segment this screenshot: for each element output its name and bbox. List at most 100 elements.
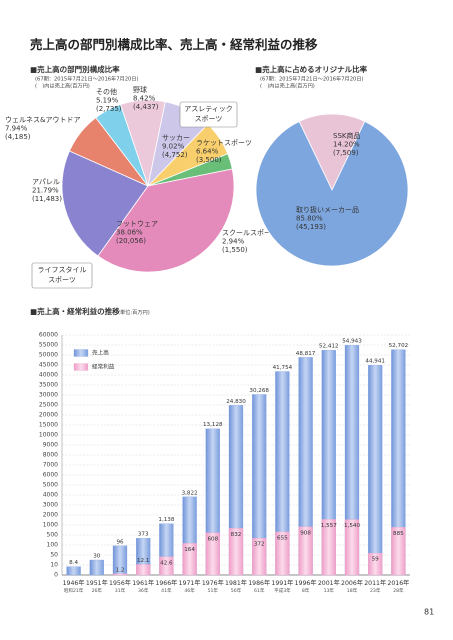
x-tick-label: 2016年: [387, 579, 409, 587]
pie-slice: [255, 120, 409, 267]
y-tick-label: 6000: [43, 472, 58, 479]
profit-bar: [391, 527, 406, 576]
y-tick-label: 1000: [43, 522, 58, 529]
value-label: 44,941: [365, 359, 385, 365]
value-label: 885: [393, 531, 404, 537]
value-label: 164: [184, 547, 195, 553]
value-label: 1.2: [116, 567, 125, 573]
profit-bar: [112, 573, 128, 576]
value-label: 41,754: [273, 365, 293, 371]
value-label: 3,822: [182, 490, 198, 496]
slice-percent: 8.42%: [133, 95, 156, 103]
slice-percent: 5.19%: [96, 97, 119, 105]
y-tick-label: 7000: [43, 462, 58, 469]
pie-slice: [95, 104, 149, 187]
y-tick-label: 55000: [39, 342, 58, 349]
y-tick-label: 0: [54, 572, 58, 579]
slice-label: アパレル: [32, 178, 60, 186]
slice-sales: (4,752): [162, 151, 188, 159]
value-label: 52,412: [319, 344, 339, 350]
profit-bar: [182, 543, 197, 576]
x-tick-label: 1966年: [155, 579, 177, 587]
chart-title: ■売上高の部門別構成比率: [30, 64, 120, 74]
slice-label: サッカー: [162, 134, 190, 142]
value-label: 608: [207, 536, 218, 542]
chart-note: ( )内は売上高(百万円): [35, 82, 90, 90]
legend-swatch: [73, 363, 89, 371]
y-tick-label: 50000: [39, 352, 58, 359]
profit-bar: [368, 553, 383, 576]
profit-bar: [252, 538, 267, 576]
value-label: 1,138: [158, 517, 174, 523]
legend-label: 売上高: [92, 349, 109, 357]
pie-slice: [61, 150, 149, 257]
value-label: 42.6: [160, 560, 173, 566]
value-label: 59: [372, 557, 380, 563]
value-label: 655: [277, 535, 288, 541]
x-era-label: 23年: [370, 587, 381, 594]
chart-title: ■売上高に占めるオリジナル比率: [255, 64, 368, 74]
value-label: 54,943: [342, 339, 362, 345]
value-label: 52,702: [389, 343, 409, 349]
slice-label: 野球: [133, 85, 147, 94]
x-tick-label: 1976年: [202, 579, 224, 587]
value-label: 832: [231, 532, 242, 538]
profit-bar: [321, 519, 336, 576]
slice-label: SSK商品: [333, 131, 360, 140]
group-label: スポーツ: [195, 115, 223, 123]
x-era-label: 8年: [302, 587, 310, 594]
slice-percent: 14.20%: [333, 141, 360, 149]
profit-bar: [228, 528, 244, 576]
slice-label: ラケットスポーツ: [196, 139, 252, 147]
x-era-label: 51年: [208, 587, 219, 594]
legend-swatch: [73, 349, 89, 357]
group-label: ライフスタイル: [38, 265, 87, 274]
y-tick-label: 2000: [43, 512, 58, 519]
slice-sales: (1,550): [222, 246, 248, 254]
value-label: 373: [138, 532, 149, 538]
pie-slice: [97, 168, 235, 273]
y-tick-label: 45000: [39, 362, 58, 369]
page-number: 81: [424, 608, 434, 617]
slice-label: ウェルネス&アウトドア: [5, 116, 80, 124]
chart-unit: (単位:百万円): [118, 308, 150, 316]
x-tick-label: 1981年: [225, 579, 247, 587]
x-era-label: 46年: [184, 587, 195, 594]
x-era-label: 56年: [231, 587, 242, 594]
x-tick-label: 1956年: [109, 579, 131, 587]
slice-sales: (11,483): [32, 195, 62, 203]
value-label: 8.4: [69, 560, 78, 566]
x-era-label: 28年: [393, 587, 404, 594]
x-era-label: 36年: [138, 587, 149, 594]
y-tick-label: 30000: [39, 392, 58, 399]
slice-label: 取り扱いメーカー品: [296, 205, 359, 214]
y-tick-label: 35000: [39, 382, 58, 389]
slice-percent: 85.80%: [296, 215, 323, 223]
slice-percent: 2.94%: [222, 238, 245, 246]
chart-note: ( )内は売上高(百万円): [260, 82, 315, 90]
x-tick-label: 1991年: [271, 579, 293, 587]
y-tick-label: 60000: [39, 332, 58, 339]
profit-bar: [159, 556, 174, 576]
chart-title: ■売上高・経常利益の推移: [30, 306, 120, 316]
x-era-label: 31年: [115, 587, 126, 594]
x-era-label: 26年: [92, 587, 103, 594]
x-era-label: 13年: [324, 587, 335, 594]
slice-percent: 9.02%: [162, 143, 185, 151]
profit-bar: [344, 519, 360, 576]
slice-label: その他: [96, 87, 117, 96]
profit-bar: [205, 532, 220, 576]
value-label: 30,268: [249, 388, 269, 394]
slice-percent: 6.64%: [196, 148, 219, 156]
y-tick-label: 20000: [39, 412, 58, 419]
legend-label: 経常利益: [92, 363, 115, 371]
profit-bar: [136, 564, 151, 576]
slice-percent: 7.94%: [5, 125, 28, 133]
group-box: [31, 262, 93, 289]
value-label: 13,128: [203, 422, 223, 428]
x-era-label: 平成3年: [274, 587, 291, 594]
value-label: 30: [93, 554, 101, 560]
y-tick-label: 100: [47, 542, 59, 549]
